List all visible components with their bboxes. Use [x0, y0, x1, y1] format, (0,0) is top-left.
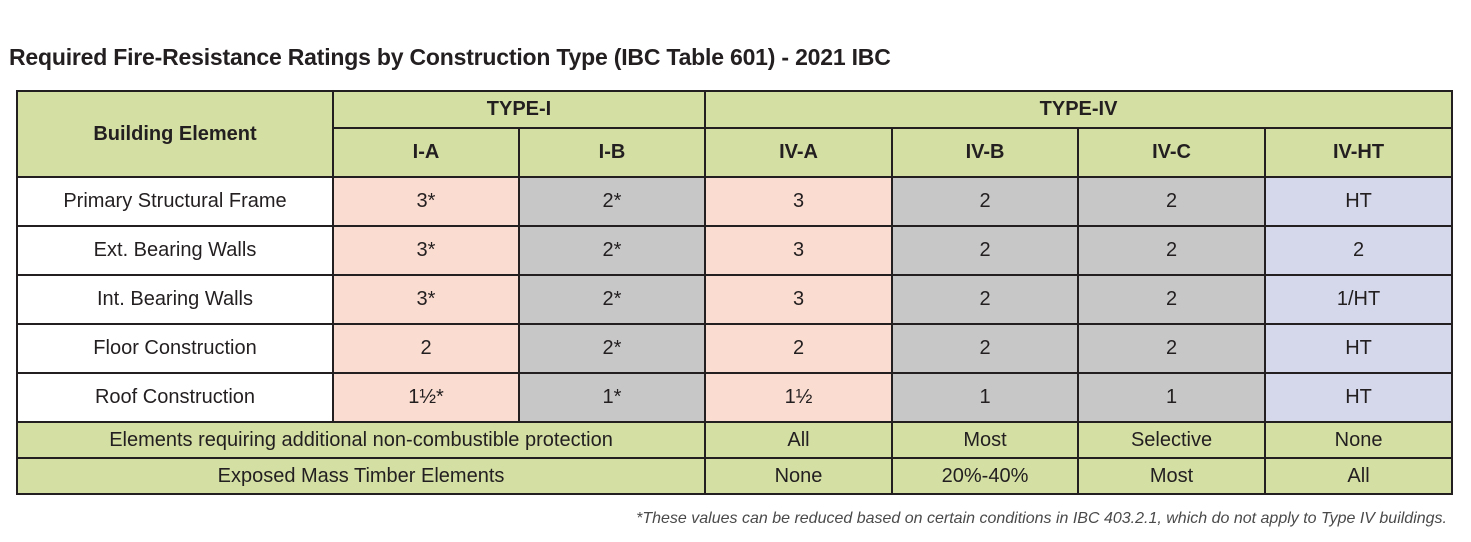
subtype-header-i-b: I-B — [517, 127, 707, 178]
subtype-header-iv-b: IV-B — [891, 127, 1080, 178]
rating-cell: 2* — [517, 225, 707, 276]
table-row-roof-construction: Roof Construction 1½* 1* 1½ 1 1 HT — [16, 372, 1454, 423]
exposure-cell: 20%-40% — [891, 457, 1080, 495]
rating-cell: 1 — [891, 372, 1080, 423]
footnote: *These values can be reduced based on ce… — [636, 510, 1447, 527]
rating-cell: 2* — [517, 274, 707, 325]
rating-cell: 2 — [891, 225, 1080, 276]
table-row-primary-structural-frame: Primary Structural Frame 3* 2* 3 2 2 HT — [16, 176, 1454, 227]
rating-cell: 3* — [332, 225, 520, 276]
table-row-ext-bearing-walls: Ext. Bearing Walls 3* 2* 3 2 2 2 — [16, 225, 1454, 276]
table-row-noncombustible-protection: Elements requiring additional non-combus… — [15, 421, 1454, 459]
row-label: Elements requiring additional non-combus… — [15, 421, 707, 459]
rating-cell: 1 — [1077, 372, 1267, 423]
table-row-int-bearing-walls: Int. Bearing Walls 3* 2* 3 2 2 1/HT — [16, 274, 1454, 325]
protection-cell: All — [704, 421, 894, 459]
fire-resistance-table: Building Element TYPE-I TYPE-IV I-A I-B … — [15, 90, 1454, 495]
rating-cell: 1½ — [704, 372, 894, 423]
exposure-cell: Most — [1077, 457, 1267, 495]
rating-cell: 1/HT — [1264, 274, 1454, 325]
table-row-exposed-mass-timber: Exposed Mass Timber Elements None 20%-40… — [15, 457, 1454, 495]
rating-cell: 2 — [1077, 225, 1267, 276]
rating-cell: 2 — [332, 323, 520, 374]
rating-cell: 3 — [704, 176, 894, 227]
rating-cell: 2* — [517, 176, 707, 227]
protection-cell: Most — [891, 421, 1080, 459]
rating-cell: 3 — [704, 274, 894, 325]
subtype-header-iv-ht: IV-HT — [1264, 127, 1454, 178]
rating-cell: HT — [1264, 176, 1454, 227]
rating-cell: 3 — [704, 225, 894, 276]
subtype-header-iv-c: IV-C — [1077, 127, 1267, 178]
rating-cell: HT — [1264, 323, 1454, 374]
rating-cell: 3* — [332, 274, 520, 325]
rating-cell: 2* — [517, 323, 707, 374]
rating-cell: 1* — [517, 372, 707, 423]
type-iv-header: TYPE-IV — [704, 90, 1454, 129]
rating-cell: 2 — [1264, 225, 1454, 276]
rating-cell: 2 — [704, 323, 894, 374]
row-label: Floor Construction — [16, 323, 334, 374]
row-label: Primary Structural Frame — [16, 176, 334, 227]
rating-cell: 1½* — [332, 372, 520, 423]
header-group-row: Building Element TYPE-I TYPE-IV — [16, 90, 1454, 178]
header-subtype-row: I-A I-B IV-A IV-B IV-C IV-HT — [17, 127, 1454, 178]
rating-cell: 2 — [1077, 274, 1267, 325]
table-title: Required Fire-Resistance Ratings by Cons… — [9, 44, 891, 70]
rating-cell: 2 — [1077, 176, 1267, 227]
protection-cell: None — [1264, 421, 1454, 459]
building-element-header: Building Element — [16, 90, 334, 178]
rating-cell: 3* — [332, 176, 520, 227]
row-label: Int. Bearing Walls — [16, 274, 334, 325]
table-row-floor-construction: Floor Construction 2 2* 2 2 2 HT — [16, 323, 1454, 374]
type-i-header: TYPE-I — [331, 90, 707, 129]
rating-cell: HT — [1264, 372, 1454, 423]
rating-cell: 2 — [1077, 323, 1267, 374]
row-label: Roof Construction — [16, 372, 334, 423]
rating-cell: 2 — [891, 323, 1080, 374]
protection-cell: Selective — [1077, 421, 1267, 459]
row-label: Exposed Mass Timber Elements — [15, 457, 707, 495]
rating-cell: 2 — [891, 274, 1080, 325]
exposure-cell: All — [1264, 457, 1454, 495]
subtype-header-iv-a: IV-A — [704, 127, 894, 178]
rating-cell: 2 — [891, 176, 1080, 227]
subtype-header-i-a: I-A — [332, 127, 520, 178]
exposure-cell: None — [704, 457, 894, 495]
row-label: Ext. Bearing Walls — [16, 225, 334, 276]
